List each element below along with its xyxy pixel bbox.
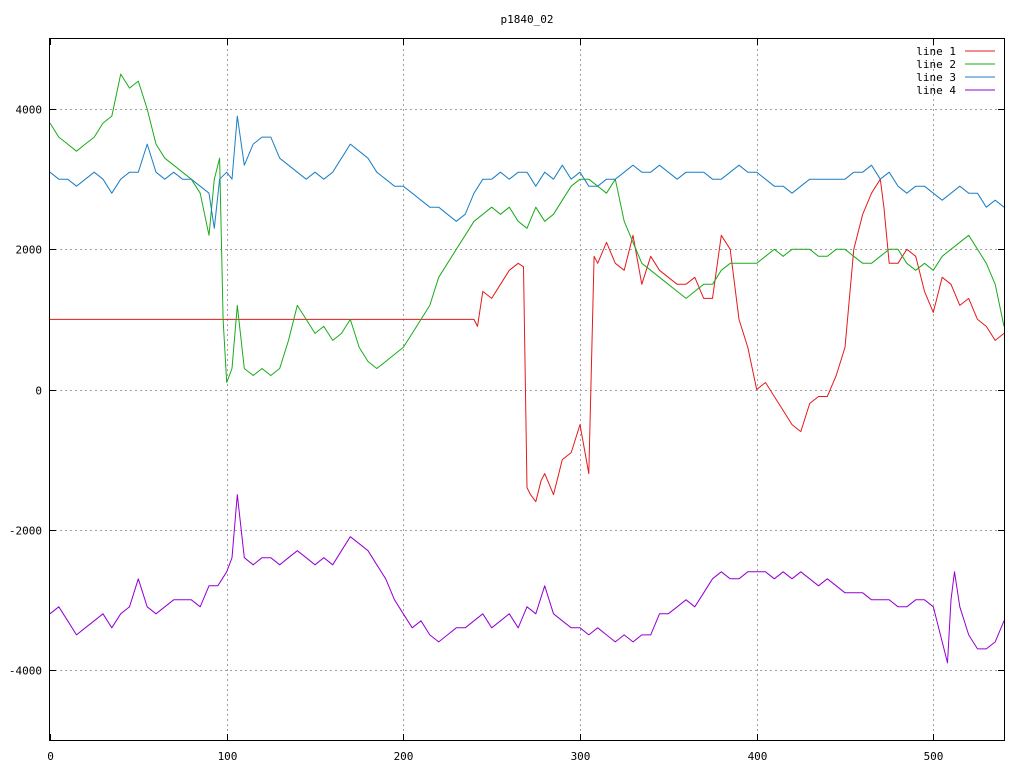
series-line-1 <box>50 178 1005 503</box>
x-tick-label: 100 <box>218 750 238 763</box>
y-tick-label: -4000 <box>9 665 42 678</box>
x-tick-label: 200 <box>394 750 414 763</box>
plot-frame <box>49 38 1005 741</box>
y-tick-label: -2000 <box>9 525 42 538</box>
y-tick-label: 2000 <box>16 244 43 257</box>
x-tick-label: 300 <box>571 750 591 763</box>
series-line-4 <box>49 494 1005 664</box>
axes: 0 100 200 300 400 500 -4000 -2000 0 2000 4000 <box>9 39 1004 763</box>
y-tick-label: 4000 <box>16 104 43 117</box>
legend-label-2: line 2 <box>916 58 956 71</box>
legend-label-3: line 3 <box>916 71 956 84</box>
y-tick-label: 0 <box>35 385 42 398</box>
series-line-3 <box>49 115 1005 229</box>
legend-label-1: line 1 <box>916 45 956 58</box>
x-tick-label: 500 <box>924 750 944 763</box>
series-line-2 <box>49 73 1005 383</box>
x-tick-label: 400 <box>748 750 768 763</box>
legend-label-4: line 4 <box>916 84 956 97</box>
chart-title: p1840_02 <box>501 13 554 26</box>
grid <box>50 39 1004 740</box>
x-tick-label: 0 <box>47 750 54 763</box>
series-lines <box>49 73 1005 664</box>
